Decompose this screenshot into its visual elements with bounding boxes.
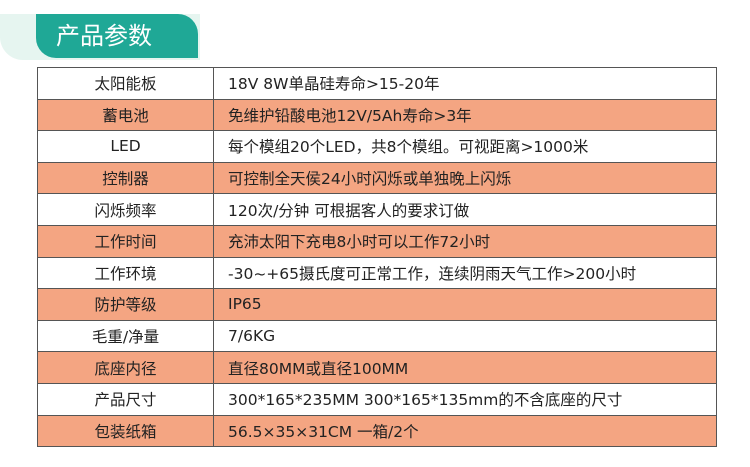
table-row: 产品尺寸 300*165*235MM 300*165*135mm的不含底座的尺寸 — [37, 382, 717, 416]
table-row: 底座内径 直径80MM或直径100MM — [37, 351, 717, 384]
spec-label: LED — [37, 130, 214, 163]
spec-value: IP65 — [213, 288, 717, 321]
spec-label: 闪烁频率 — [37, 193, 214, 226]
spec-label: 产品尺寸 — [37, 382, 214, 416]
table-row: 控制器 可控制全天侯24小时闪烁或单独晚上闪烁 — [37, 161, 717, 195]
spec-value: 7/6KG — [213, 319, 717, 353]
spec-value: 可控制全天侯24小时闪烁或单独晚上闪烁 — [213, 161, 717, 195]
spec-value: 18V 8W单晶硅寿命>15-20年 — [213, 67, 717, 100]
spec-label: 毛重/净量 — [37, 319, 214, 353]
spec-value: 充沛太阳下充电8小时可以工作72小时 — [213, 224, 717, 258]
spec-value: 免维护铅酸电池12V/5Ah寿命>3年 — [213, 98, 717, 132]
spec-value: 56.5×35×31CM 一箱/2个 — [213, 414, 717, 448]
spec-label: 工作环境 — [37, 256, 214, 290]
spec-label: 控制器 — [37, 161, 214, 195]
table-row: 太阳能板 18V 8W单晶硅寿命>15-20年 — [37, 67, 717, 100]
table-row: 工作时间 充沛太阳下充电8小时可以工作72小时 — [37, 224, 717, 258]
table-body: 太阳能板 18V 8W单晶硅寿命>15-20年 蓄电池 免维护铅酸电池12V/5Ah寿… — [37, 67, 717, 448]
spec-label: 太阳能板 — [37, 67, 214, 100]
spec-table: 太阳能板 18V 8W单晶硅寿命>15-20年 蓄电池 免维护铅酸电池12V/5Ah寿… — [37, 67, 717, 448]
spec-label: 工作时间 — [37, 224, 214, 258]
spec-value: -30~+65摄氏度可正常工作，连续阴雨天气工作>200小时 — [213, 256, 717, 290]
table-row: 包装纸箱 56.5×35×31CM 一箱/2个 — [37, 414, 717, 448]
spec-label: 防护等级 — [37, 288, 214, 321]
spec-value: 每个模组20个LED，共8个模组。可视距离>1000米 — [213, 130, 717, 163]
spec-value: 300*165*235MM 300*165*135mm的不含底座的尺寸 — [213, 382, 717, 416]
spec-label: 蓄电池 — [37, 98, 214, 132]
table-row: LED 每个模组20个LED，共8个模组。可视距离>1000米 — [37, 130, 717, 163]
spec-value: 120次/分钟 可根据客人的要求订做 — [213, 193, 717, 226]
section-title: 产品参数 — [36, 14, 198, 58]
table-row: 闪烁频率 120次/分钟 可根据客人的要求订做 — [37, 193, 717, 226]
spec-label: 包装纸箱 — [37, 414, 214, 448]
spec-value: 直径80MM或直径100MM — [213, 351, 717, 384]
table-row: 防护等级 IP65 — [37, 288, 717, 321]
table-row: 蓄电池 免维护铅酸电池12V/5Ah寿命>3年 — [37, 98, 717, 132]
table-row: 工作环境 -30~+65摄氏度可正常工作，连续阴雨天气工作>200小时 — [37, 256, 717, 290]
spec-label: 底座内径 — [37, 351, 214, 384]
table-row: 毛重/净量 7/6KG — [37, 319, 717, 353]
